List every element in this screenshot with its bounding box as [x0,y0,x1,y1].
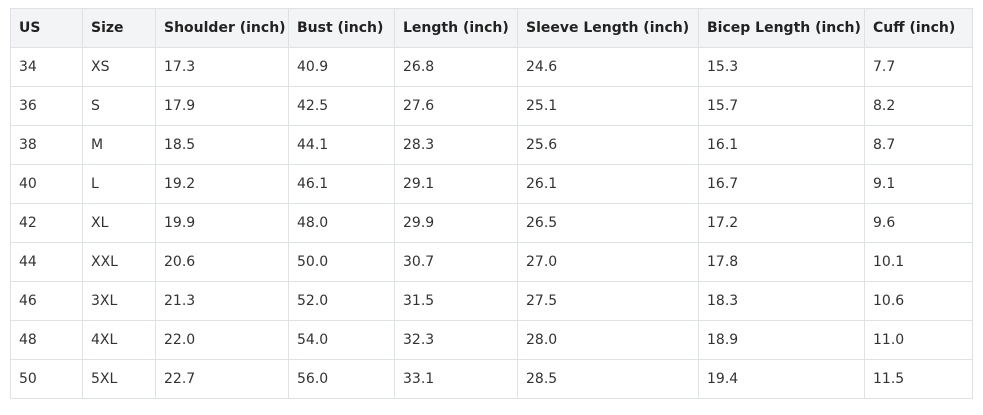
table-cell: S [82,86,156,126]
table-cell: 48 [10,320,83,360]
table-cell: 17.9 [155,86,289,126]
table-cell: 17.2 [698,203,865,243]
table-cell: 8.7 [864,125,973,165]
table-cell: 50 [10,359,83,399]
table-row: 44 XXL 20.6 50.0 30.7 27.0 17.8 10.1 [10,242,973,282]
table-cell: 17.8 [698,242,865,282]
table-cell: 11.0 [864,320,973,360]
table-cell: 44 [10,242,83,282]
table-cell: 3XL [82,281,156,321]
table-cell: XXL [82,242,156,282]
table-cell: 28.5 [517,359,699,399]
table-cell: 56.0 [288,359,395,399]
table-cell: 40.9 [288,47,395,87]
table-cell: XS [82,47,156,87]
table-cell: 52.0 [288,281,395,321]
table-cell: 15.3 [698,47,865,87]
table-cell: 18.3 [698,281,865,321]
table-cell: 18.5 [155,125,289,165]
table-row: 34 XS 17.3 40.9 26.8 24.6 15.3 7.7 [10,47,973,87]
table-cell: 54.0 [288,320,395,360]
header-row: US Size Shoulder (inch) Bust (inch) Length (… [10,8,973,48]
table-cell: 5XL [82,359,156,399]
table-cell: 10.6 [864,281,973,321]
table-cell: 44.1 [288,125,395,165]
table-cell: 4XL [82,320,156,360]
table-row: 42 XL 19.9 48.0 29.9 26.5 17.2 9.6 [10,203,973,243]
table-header: US Size Shoulder (inch) Bust (inch) Length (… [10,8,973,48]
table-cell: 19.4 [698,359,865,399]
table-row: 36 S 17.9 42.5 27.6 25.1 15.7 8.2 [10,86,973,126]
table-cell: 16.1 [698,125,865,165]
table-cell: 27.5 [517,281,699,321]
table-cell: 31.5 [394,281,518,321]
table-cell: 36 [10,86,83,126]
table-cell: 9.6 [864,203,973,243]
table-cell: 29.9 [394,203,518,243]
table-cell: 19.9 [155,203,289,243]
table-cell: 48.0 [288,203,395,243]
table-cell: 7.7 [864,47,973,87]
table-cell: 33.1 [394,359,518,399]
table-cell: 8.2 [864,86,973,126]
table-cell: 42 [10,203,83,243]
table-cell: 18.9 [698,320,865,360]
table-cell: 22.0 [155,320,289,360]
header-cell: Size [82,8,156,48]
table-cell: 46 [10,281,83,321]
table-row: 50 5XL 22.7 56.0 33.1 28.5 19.4 11.5 [10,359,973,399]
table-cell: 17.3 [155,47,289,87]
table-cell: 20.6 [155,242,289,282]
table-row: 46 3XL 21.3 52.0 31.5 27.5 18.3 10.6 [10,281,973,321]
table-cell: 15.7 [698,86,865,126]
table-cell: 26.8 [394,47,518,87]
table-cell: 34 [10,47,83,87]
table-cell: 28.3 [394,125,518,165]
table-cell: 28.0 [517,320,699,360]
table-cell: 30.7 [394,242,518,282]
table-cell: XL [82,203,156,243]
header-cell: Shoulder (inch) [155,8,289,48]
table-cell: 11.5 [864,359,973,399]
table-cell: 19.2 [155,164,289,204]
table-cell: 10.1 [864,242,973,282]
table-cell: 40 [10,164,83,204]
header-cell: Bicep Length (inch) [698,8,865,48]
table-cell: 38 [10,125,83,165]
table-cell: L [82,164,156,204]
table-cell: M [82,125,156,165]
table-cell: 50.0 [288,242,395,282]
size-table: US Size Shoulder (inch) Bust (inch) Length (… [10,8,973,399]
table-cell: 22.7 [155,359,289,399]
table-row: 48 4XL 22.0 54.0 32.3 28.0 18.9 11.0 [10,320,973,360]
table-cell: 25.1 [517,86,699,126]
table-body: 34 XS 17.3 40.9 26.8 24.6 15.3 7.7 36 S 17.9 42.5 27… [10,47,973,399]
table-cell: 21.3 [155,281,289,321]
table-cell: 9.1 [864,164,973,204]
table-cell: 42.5 [288,86,395,126]
table-cell: 26.5 [517,203,699,243]
header-cell: Bust (inch) [288,8,395,48]
table-cell: 27.0 [517,242,699,282]
table-cell: 24.6 [517,47,699,87]
table-cell: 27.6 [394,86,518,126]
table-cell: 26.1 [517,164,699,204]
table-row: 40 L 19.2 46.1 29.1 26.1 16.7 9.1 [10,164,973,204]
header-cell: US [10,8,83,48]
table-cell: 46.1 [288,164,395,204]
header-cell: Sleeve Length (inch) [517,8,699,48]
table-row: 38 M 18.5 44.1 28.3 25.6 16.1 8.7 [10,125,973,165]
table-cell: 32.3 [394,320,518,360]
table-cell: 25.6 [517,125,699,165]
table-cell: 16.7 [698,164,865,204]
header-cell: Cuff (inch) [864,8,973,48]
header-cell: Length (inch) [394,8,518,48]
table-cell: 29.1 [394,164,518,204]
